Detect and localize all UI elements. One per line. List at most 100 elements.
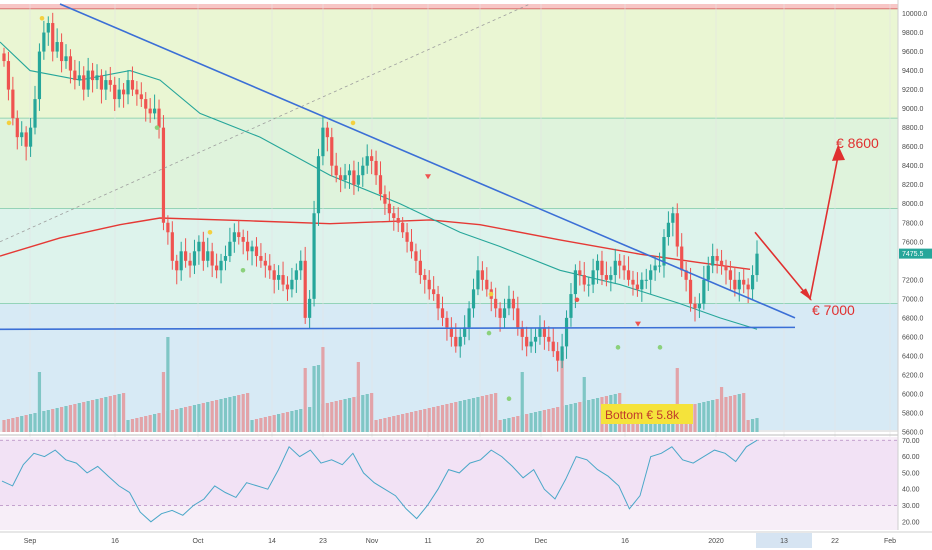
volume-bar: [436, 406, 440, 432]
volume-bar: [595, 398, 600, 432]
background-band: [0, 118, 898, 209]
volume-bars: [2, 337, 759, 432]
volume-bar: [494, 393, 498, 432]
candle-body: [352, 170, 356, 185]
volume-bar: [489, 394, 493, 432]
volume-bar: [153, 414, 157, 432]
price-tick-label: 8400.0: [902, 163, 924, 170]
volume-bar: [303, 368, 307, 432]
volume-bar: [55, 408, 59, 432]
volume-bar: [294, 410, 298, 432]
volume-bar: [542, 410, 546, 432]
volume-bar: [476, 397, 480, 432]
price-tick-label: 5800.0: [902, 410, 924, 417]
candle-body: [6, 61, 11, 90]
volume-bar: [458, 401, 462, 432]
volume-bar: [440, 405, 445, 432]
candle-body: [631, 279, 635, 285]
volume-bar: [343, 399, 347, 432]
volume-bar: [454, 402, 458, 432]
candle-body: [697, 303, 702, 309]
candle-body: [657, 265, 662, 267]
candle-body: [378, 175, 383, 195]
candle-body: [104, 80, 108, 90]
rsi-panel: [0, 434, 898, 530]
volume-bar: [277, 414, 281, 432]
candle-body: [529, 341, 533, 347]
price-axis[interactable]: 10000.0 9800.0 9600.0 9400.0 9200.0 9000.0 880…: [897, 0, 932, 530]
signal-marker: [6, 120, 12, 126]
candle-body: [680, 246, 684, 271]
price-tick-label: 7600.0: [902, 239, 924, 246]
candle-body: [662, 237, 666, 266]
price-axis-background: [898, 0, 932, 530]
volume-bar: [622, 420, 626, 432]
target-high-label: € 8600: [836, 135, 879, 151]
candle-body: [511, 298, 515, 309]
volume-bar: [396, 415, 400, 432]
candle-body: [649, 270, 653, 280]
candle-body: [485, 279, 489, 290]
candle-body: [347, 170, 352, 176]
candle-body: [516, 308, 520, 328]
candle-body: [192, 251, 197, 266]
bottom-label: Bottom € 5.8k: [605, 408, 680, 422]
candle-body: [299, 260, 303, 271]
volume-bar: [538, 411, 542, 432]
volume-bar: [77, 403, 81, 432]
candle-body: [737, 279, 741, 290]
price-tick-label: 9800.0: [902, 30, 924, 37]
candle-body: [370, 156, 374, 161]
candle-body: [613, 260, 617, 276]
price-tick-label: 7200.0: [902, 277, 924, 284]
volume-bar: [219, 399, 223, 432]
candle-body: [184, 251, 188, 261]
candle-body: [742, 279, 746, 285]
candle-body: [68, 56, 73, 71]
price-tick-label: 9000.0: [902, 106, 924, 113]
candle-body: [635, 284, 640, 290]
volume-bar: [675, 368, 679, 432]
candle-body: [560, 346, 564, 361]
candle-body: [640, 279, 644, 290]
candle-body: [591, 270, 595, 285]
price-tick-label: 9400.0: [902, 68, 924, 75]
volume-bar: [547, 409, 551, 432]
volume-bar: [711, 400, 715, 432]
candle-body: [653, 265, 657, 271]
volume-bar: [697, 403, 702, 432]
background-band: [0, 4, 898, 9]
candle-body: [20, 132, 24, 138]
candle-body: [28, 127, 33, 147]
candle-body: [471, 289, 476, 309]
time-axis[interactable]: Sep 16 Oct 14 23 Nov 11 20 Dec 16 2020 13 22 Feb: [0, 531, 932, 548]
volume-bar: [733, 395, 737, 432]
volume-bar: [73, 404, 77, 432]
candle-body: [573, 270, 577, 295]
signal-marker: [154, 125, 160, 130]
candle-body: [564, 317, 569, 347]
volume-bar: [463, 400, 467, 432]
candle-body: [130, 80, 135, 90]
volume-bar: [551, 408, 555, 432]
volume-bar: [201, 403, 205, 432]
volume-bar: [175, 409, 179, 432]
candle-body: [551, 341, 555, 352]
volume-bar: [2, 420, 6, 432]
current-price-label: 7475.5: [902, 251, 924, 258]
volume-bar: [533, 412, 538, 432]
volume-bar: [401, 414, 405, 432]
candle-body: [206, 251, 210, 261]
candle-body: [232, 232, 236, 242]
candle-body: [303, 260, 307, 318]
candle-body: [175, 260, 179, 271]
volume-bar: [24, 415, 28, 432]
volume-bar: [99, 398, 104, 432]
candle-body: [578, 270, 582, 276]
volume-bar: [312, 366, 316, 432]
volume-bar: [179, 408, 183, 432]
candle-body: [215, 265, 219, 271]
volume-bar: [423, 409, 427, 432]
signal-marker: [488, 291, 494, 297]
volume-bar: [702, 402, 706, 432]
